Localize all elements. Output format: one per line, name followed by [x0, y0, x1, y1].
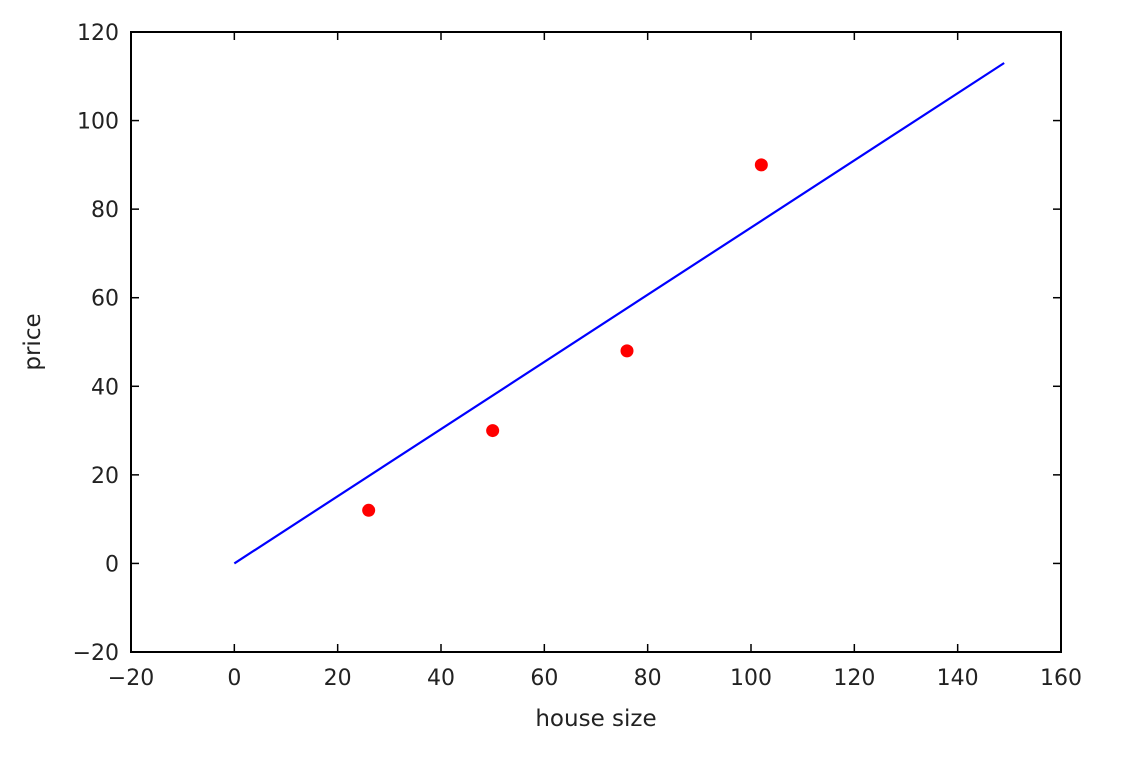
data-point: [486, 424, 500, 438]
y-tick-label: 120: [77, 21, 119, 46]
data-point: [620, 344, 634, 358]
data-point: [754, 158, 768, 172]
x-tick-label: 60: [530, 666, 558, 691]
y-tick-label: 100: [77, 110, 119, 135]
x-tick-label: 80: [634, 666, 662, 691]
y-tick-label: 40: [91, 375, 119, 400]
x-axis-label: house size: [535, 706, 656, 732]
x-tick-label: 0: [227, 666, 241, 691]
ticks-layer: −20 0 20 40 60 80 100 120 140 160 −20 0 20 40 60 80 100 1…: [73, 21, 1082, 691]
x-tick-label: 20: [324, 666, 352, 691]
y-tick-label: −20: [73, 641, 119, 666]
y-tick-label: 80: [91, 198, 119, 223]
y-tick-label: 60: [91, 287, 119, 312]
x-tick-label: 120: [833, 666, 875, 691]
data-point: [362, 503, 376, 517]
x-tick-label: 160: [1040, 666, 1082, 691]
plot-area-frame: [130, 31, 1062, 653]
x-tick-label: −20: [108, 666, 154, 691]
y-axis-label: price: [20, 313, 46, 370]
x-tick-label: 140: [937, 666, 979, 691]
regression-line: [233, 62, 1005, 565]
x-tick-label: 100: [730, 666, 772, 691]
x-tick-label: 40: [427, 666, 455, 691]
y-tick-label: 0: [105, 552, 119, 577]
y-tick-label: 20: [91, 464, 119, 489]
marks-layer: [233, 62, 1005, 565]
